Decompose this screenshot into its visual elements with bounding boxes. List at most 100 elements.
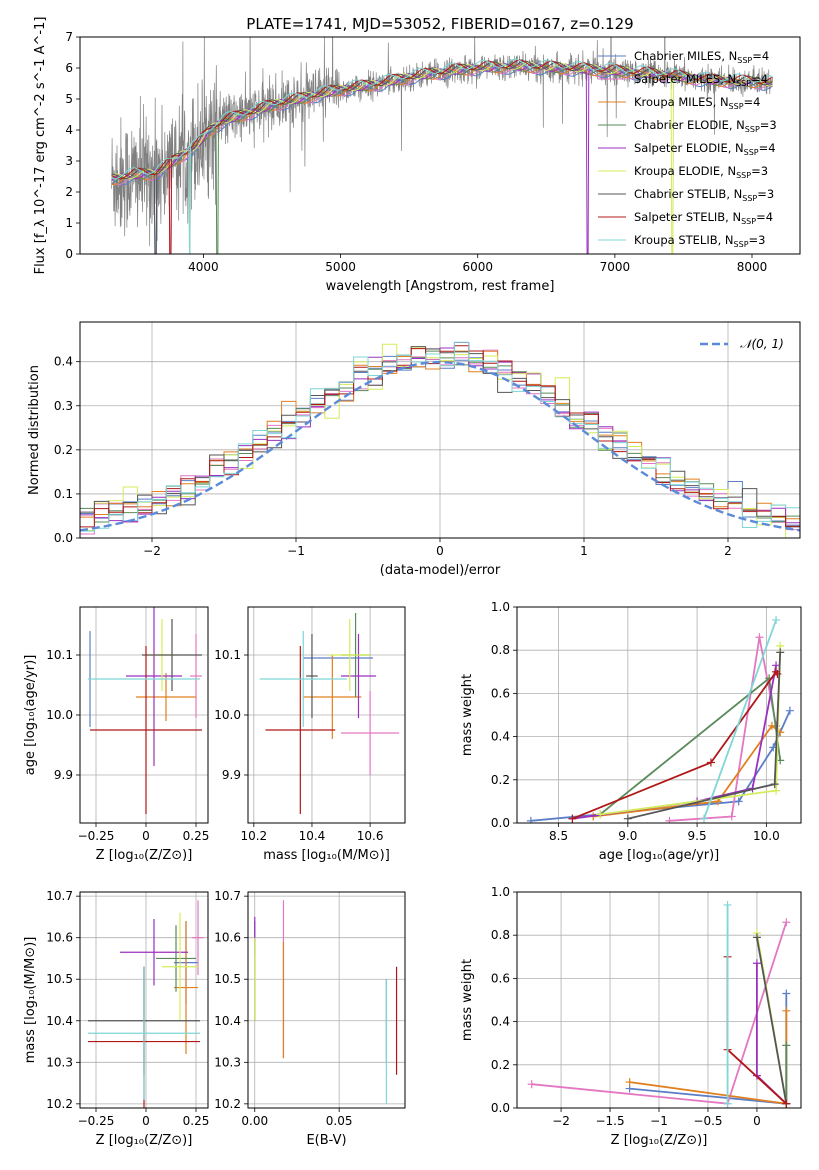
panel-spectrum: 4000 5000 6000 7000 8000 0 1 2 3 4 5 6 7 wavelength […: [33, 17, 801, 294]
x-tick-label: −1.5: [595, 1114, 624, 1128]
axes-frame: [516, 606, 802, 824]
x-tick-label: 10.0: [753, 829, 780, 843]
legend-label: Chabrier ELODIE, NSSP=3: [634, 118, 777, 134]
y-tick-label: 0.1: [54, 487, 73, 501]
y-tick-label: 0.4: [54, 355, 73, 369]
y-tick-label: 3: [65, 154, 73, 168]
mass-weight-marker: [776, 648, 785, 657]
x-axis-label: Z [log₁₀(Z/Z⊙)]: [96, 848, 193, 863]
x-tick-label: 8000: [737, 260, 768, 274]
model-spectrum: [111, 61, 773, 254]
spectrum-legend: Chabrier MILES, NSSP=4 Salpeter MILES, NS…: [598, 49, 777, 249]
plot-area-age_vs_Z: [80, 607, 208, 823]
x-tick-label: −0.5: [693, 1114, 722, 1128]
mass-weight-series: [756, 937, 788, 1104]
y-tick-label: 1.0: [491, 885, 510, 899]
x-tick-label: 10.4: [299, 829, 326, 843]
y-tick-label: 10.6: [46, 931, 73, 945]
y-tick-label: 10.1: [214, 648, 241, 662]
x-tick-label: 8.5: [549, 829, 568, 843]
y-tick-label: 10.1: [46, 648, 73, 662]
normal-reference-curve: [80, 360, 800, 532]
x-axis-label: mass [log₁₀(M/M⊙)]: [263, 848, 390, 863]
legend-label: Chabrier STELIB, NSSP=3: [634, 187, 774, 203]
axes-frame: [516, 891, 802, 1109]
x-tick-label: −1: [650, 1114, 668, 1128]
panel-massweight_vs_Z: −2 −1.5 −1 −0.5 0 0.0 0.2 0.4 0.6 0.8 1.0 Z [log₁₀(…: [460, 885, 802, 1148]
y-tick-label: 0.4: [491, 730, 510, 744]
mass-weight-marker: [734, 797, 743, 806]
y-tick-label: 0.6: [491, 686, 510, 700]
mass-weight-marker: [526, 816, 535, 823]
legend-label: Salpeter ELODIE, NSSP=4: [634, 141, 776, 157]
y-tick-label: 0.2: [54, 443, 73, 457]
axes-frame: [247, 891, 406, 1109]
axes-frame: [79, 321, 801, 539]
x-axis-label: Z [log₁₀(Z/Z⊙)]: [96, 1133, 193, 1148]
x-tick-label: −1: [287, 544, 305, 558]
y-tick-label: 10.2: [214, 1097, 241, 1111]
legend-label: Chabrier MILES, NSSP=4: [634, 49, 769, 65]
y-tick-label: 0.4: [491, 1015, 510, 1029]
y-tick-label: 5: [65, 92, 73, 106]
residual-histogram: [80, 341, 800, 532]
plot-area-residuals: [80, 322, 800, 538]
mass-weight-marker: [773, 669, 782, 678]
mass-weight-marker: [767, 721, 776, 730]
x-tick-label: 2: [724, 544, 732, 558]
model-spectrum: [111, 64, 773, 254]
x-tick-label: 5000: [325, 260, 356, 274]
y-tick-label: 0.6: [491, 971, 510, 985]
y-tick-label: 10.5: [46, 972, 73, 986]
plot-area-massweight_vs_age: [517, 607, 801, 823]
mass-weight-marker: [700, 814, 709, 823]
mass-weight-marker: [723, 1099, 732, 1108]
x-tick-label: −2: [552, 1114, 570, 1128]
y-tick-label: 0.8: [491, 643, 510, 657]
x-tick-label: 0.00: [241, 1114, 268, 1128]
mass-weight-marker: [782, 918, 791, 927]
legend-label: Salpeter STELIB, NSSP=4: [634, 210, 773, 226]
y-tick-label: 10.4: [214, 1014, 241, 1028]
x-tick-label: 1: [580, 544, 588, 558]
figure-title: PLATE=1741, MJD=53052, FIBERID=0167, z=0…: [246, 15, 633, 33]
mass-weight-marker: [772, 615, 781, 624]
plot-area-mass_vs_Z: [80, 892, 208, 1108]
y-axis-label: mass [log₁₀(M/M⊙)]: [23, 937, 38, 1064]
y-tick-label: 0.3: [54, 399, 73, 413]
y-axis-label: mass weight: [460, 674, 475, 756]
x-tick-label: 7000: [600, 260, 631, 274]
x-tick-label: −2: [143, 544, 161, 558]
y-tick-label: 10.0: [46, 708, 73, 722]
x-tick-label: 9.5: [688, 829, 707, 843]
y-tick-label: 0.0: [491, 1101, 510, 1115]
panel-massweight_vs_age: 8.5 9.0 9.5 10.0 0.0 0.2 0.4 0.6 0.8 1.0 age [log₁…: [460, 600, 802, 863]
mass-weight-series: [572, 665, 777, 820]
mass-weight-marker: [727, 812, 736, 821]
y-tick-label: 9.9: [54, 768, 73, 782]
y-tick-label: 0.0: [491, 816, 510, 830]
plot-area-age_vs_mass: [248, 607, 405, 823]
x-tick-label: −0.25: [78, 829, 115, 843]
y-tick-label: 0.0: [54, 531, 73, 545]
x-tick-label: 10.6: [357, 829, 384, 843]
mass-weight-marker: [623, 814, 632, 823]
x-axis-label: age [log₁₀(age/yr)]: [599, 848, 720, 863]
legend-label: Kroupa ELODIE, NSSP=3: [634, 164, 768, 180]
y-axis-label: age [log₁₀(age/yr)]: [23, 655, 38, 776]
axes-frame: [79, 36, 801, 255]
y-tick-label: 10.6: [214, 931, 241, 945]
y-tick-label: 0.2: [491, 773, 510, 787]
x-tick-label: 0: [436, 544, 444, 558]
mass-weight-marker: [568, 814, 577, 823]
axes-frame: [79, 891, 209, 1109]
y-tick-label: 10.3: [46, 1055, 73, 1069]
model-spectrum: [111, 66, 773, 254]
x-tick-label: 0: [753, 1114, 761, 1128]
y-tick-label: 7: [65, 30, 73, 44]
x-axis-label: (data-model)/error: [380, 563, 501, 578]
x-tick-label: 0: [142, 1114, 150, 1128]
x-tick-label: 0: [142, 829, 150, 843]
y-tick-label: 10.5: [214, 972, 241, 986]
mass-weight-marker: [706, 758, 715, 767]
